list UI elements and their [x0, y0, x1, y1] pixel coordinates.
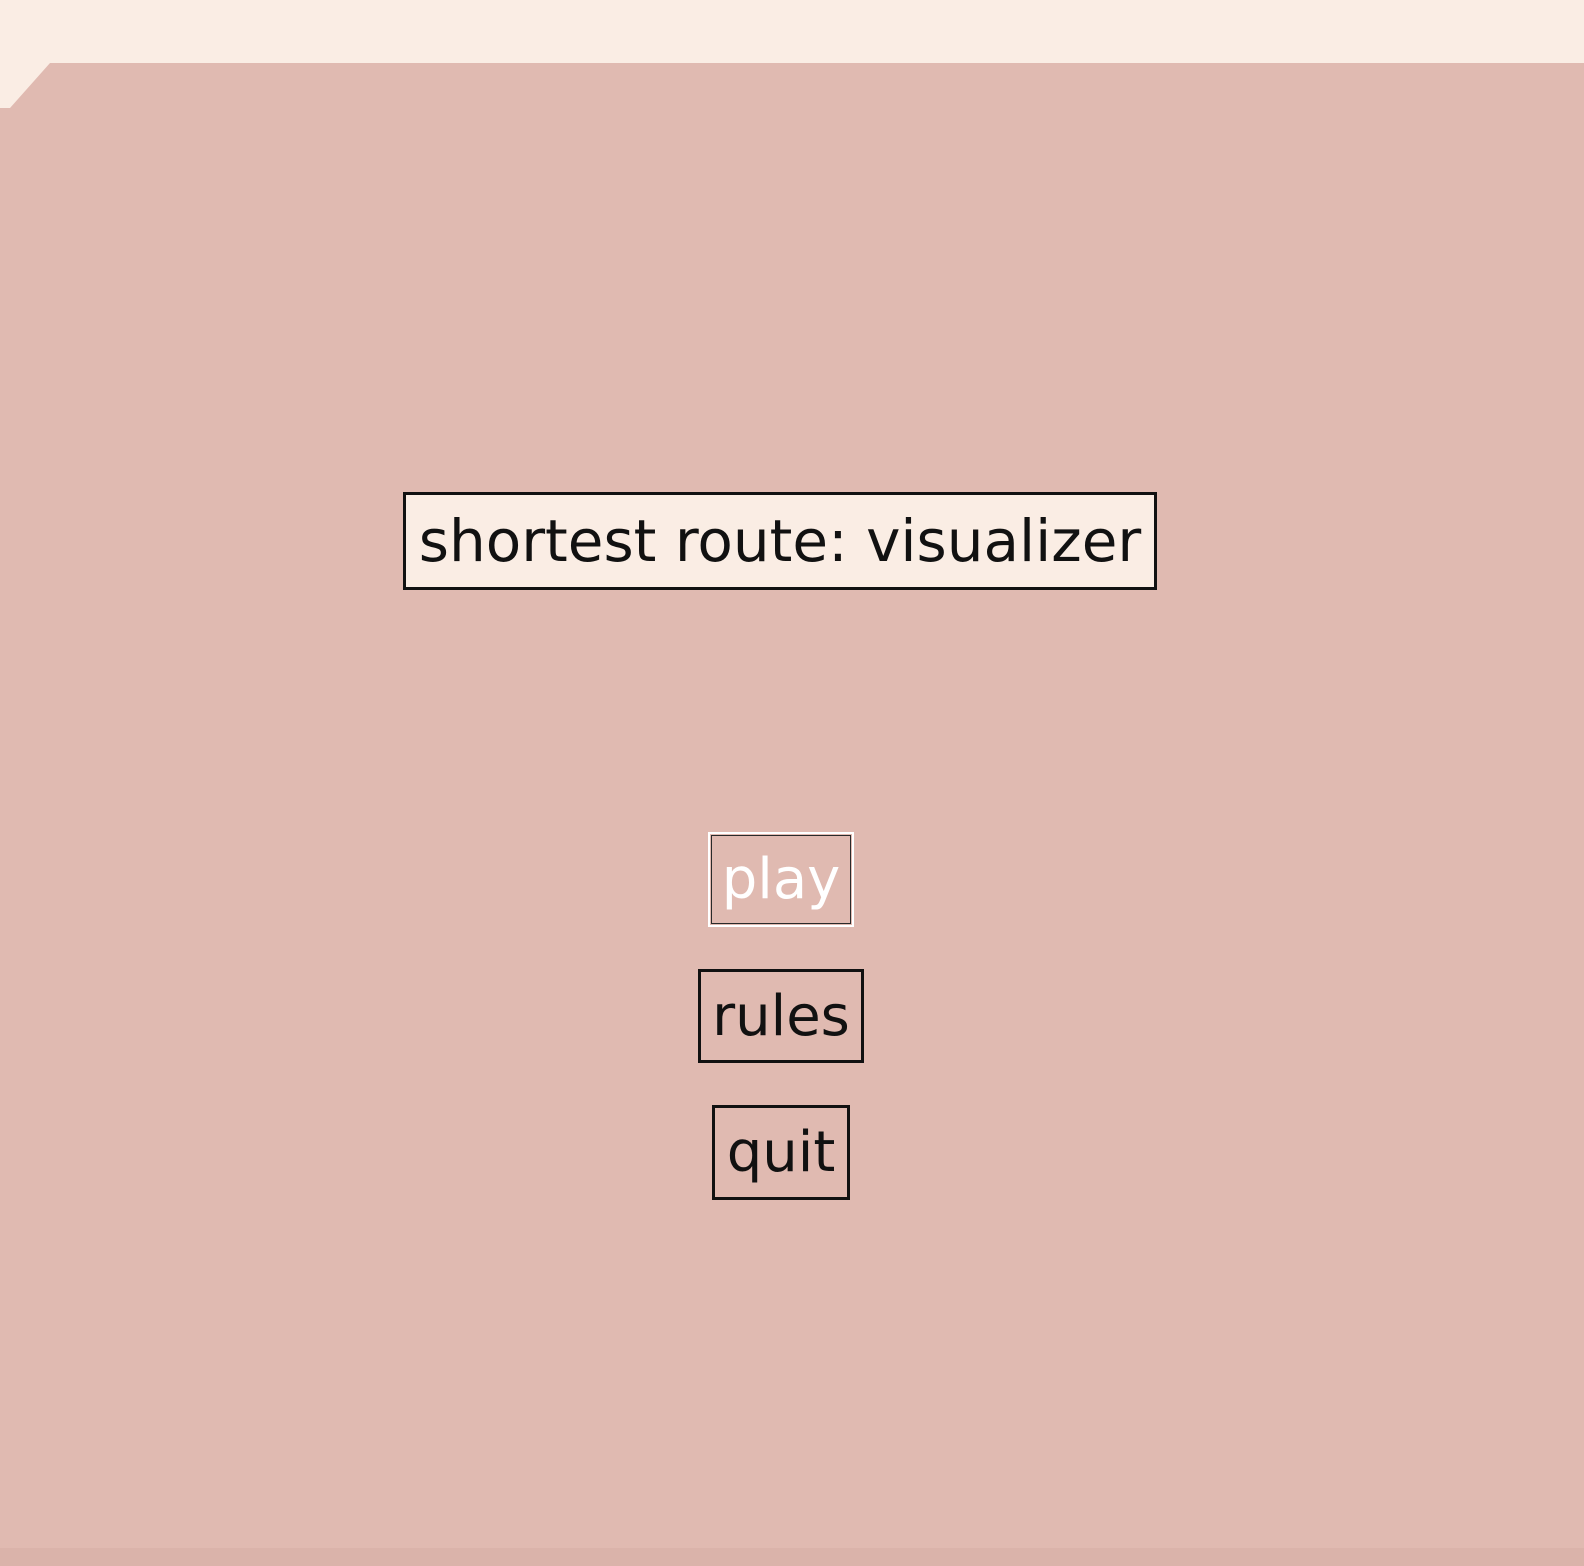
quit-button[interactable]: quit — [712, 1105, 850, 1200]
play-button[interactable]: play — [708, 832, 854, 927]
rules-button[interactable]: rules — [698, 969, 864, 1063]
game-title: shortest route: visualizer — [403, 492, 1157, 590]
game-title-label: shortest route: visualizer — [418, 507, 1142, 575]
rules-button-label: rules — [712, 983, 850, 1049]
bottom-edge — [0, 1548, 1584, 1566]
quit-button-label: quit — [726, 1120, 836, 1185]
window-top-strip — [0, 0, 1584, 63]
game-canvas — [0, 63, 1584, 1566]
play-button-label: play — [721, 847, 841, 912]
